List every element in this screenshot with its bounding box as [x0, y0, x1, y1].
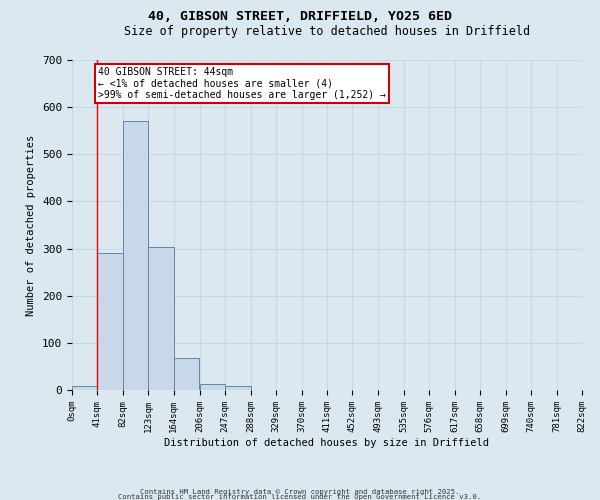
Bar: [97, 254, 123, 390]
Text: 40 GIBSON STREET: 44sqm
← <1% of detached houses are smaller (4)
>99% of semi-de: 40 GIBSON STREET: 44sqm ← <1% of detache…: [98, 67, 386, 100]
Title: Size of property relative to detached houses in Driffield: Size of property relative to detached ho…: [124, 25, 530, 38]
Bar: [225, 386, 251, 390]
Bar: [123, 122, 148, 390]
Text: Contains public sector information licensed under the Open Government Licence v3: Contains public sector information licen…: [118, 494, 482, 500]
X-axis label: Distribution of detached houses by size in Driffield: Distribution of detached houses by size …: [164, 438, 490, 448]
Bar: [200, 384, 225, 390]
Text: 40, GIBSON STREET, DRIFFIELD, YO25 6ED: 40, GIBSON STREET, DRIFFIELD, YO25 6ED: [148, 10, 452, 23]
Y-axis label: Number of detached properties: Number of detached properties: [26, 134, 37, 316]
Bar: [148, 247, 174, 390]
Text: Contains HM Land Registry data © Crown copyright and database right 2025.: Contains HM Land Registry data © Crown c…: [140, 489, 460, 495]
Bar: [174, 358, 199, 390]
Bar: [72, 386, 97, 390]
